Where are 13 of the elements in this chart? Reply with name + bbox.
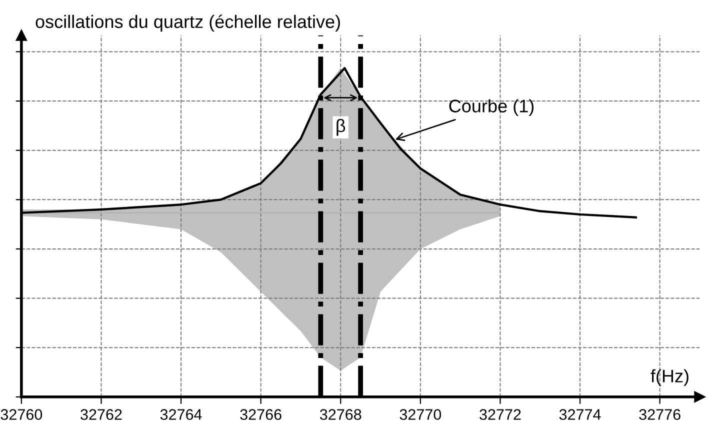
x-axis-title: f(Hz) xyxy=(650,369,688,386)
y-axis-title: oscillations du quartz (échelle relative) xyxy=(36,14,340,32)
x-tick-label: 32772 xyxy=(480,409,521,420)
x-tick-label: 32768 xyxy=(320,409,362,420)
x-tick-label: 32760 xyxy=(0,409,42,420)
x-tick-label: 32762 xyxy=(80,409,122,420)
x-tick-label: 32764 xyxy=(160,409,202,420)
x-tick-label: 32766 xyxy=(240,409,282,420)
annotation: β xyxy=(336,118,346,136)
x-tick-label: 32776 xyxy=(639,409,680,420)
x-tick-label: 32774 xyxy=(559,409,601,420)
x-tick-label: 32770 xyxy=(400,409,442,420)
annotation: Courbe (1) xyxy=(449,99,534,116)
